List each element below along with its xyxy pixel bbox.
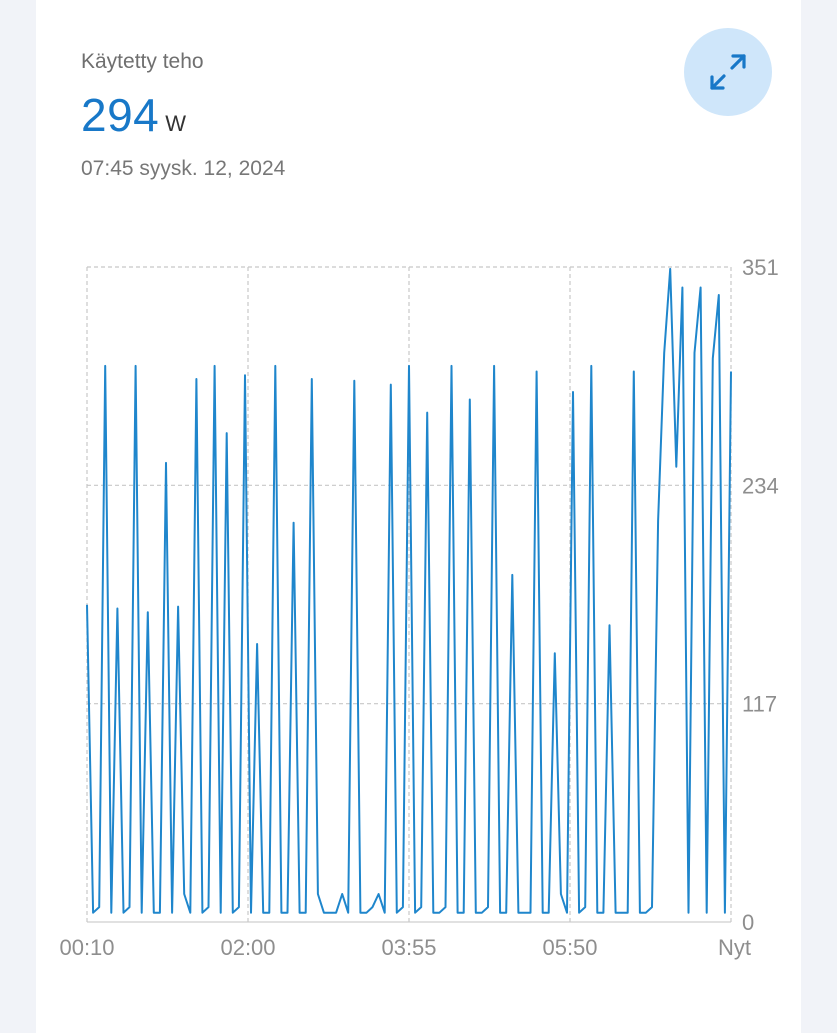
card-title: Käytetty teho xyxy=(81,50,204,73)
timestamp: 07:45 syysk. 12, 2024 xyxy=(81,157,286,180)
expand-arrows-icon xyxy=(710,54,746,90)
y-tick-label: 117 xyxy=(742,692,777,717)
power-card xyxy=(36,0,801,1033)
y-tick-label: 234 xyxy=(742,473,779,498)
y-tick-label: 0 xyxy=(742,910,754,935)
x-tick-label: 00:10 xyxy=(59,935,114,960)
x-tick-label: Nyt xyxy=(718,935,751,960)
x-tick-label: 05:50 xyxy=(542,935,597,960)
expand-button[interactable] xyxy=(684,28,772,116)
current-power: 294 W xyxy=(81,88,186,142)
x-tick-label: 02:00 xyxy=(220,935,275,960)
header: Käytetty teho xyxy=(81,50,204,74)
y-tick-label: 351 xyxy=(742,255,779,280)
series-line xyxy=(86,267,732,914)
power-unit: W xyxy=(165,111,187,136)
power-value: 294 xyxy=(81,89,160,141)
x-tick-label: 03:55 xyxy=(381,935,436,960)
